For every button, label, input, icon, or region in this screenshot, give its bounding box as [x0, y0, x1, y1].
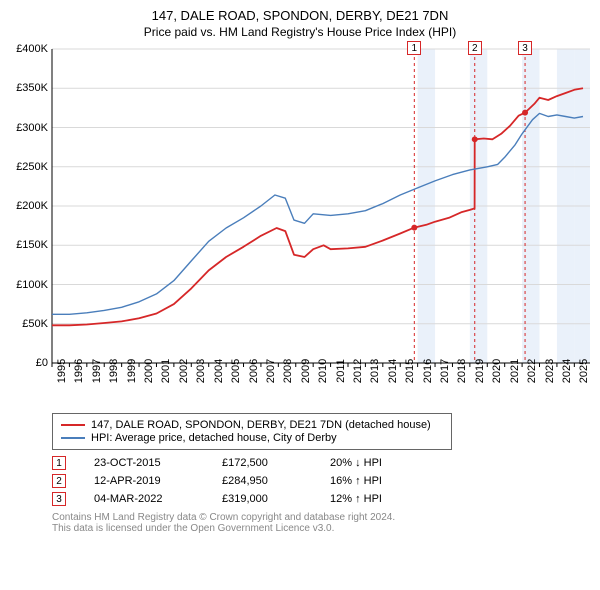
y-tick-label: £250K — [10, 161, 48, 173]
sale-price: £172,500 — [222, 457, 302, 469]
sale-row: 2 12-APR-2019 £284,950 16% ↑ HPI — [52, 474, 590, 488]
y-tick-label: £300K — [10, 122, 48, 134]
legend-label: HPI: Average price, detached house, City… — [91, 432, 337, 444]
y-tick-label: £100K — [10, 279, 48, 291]
chart-subtitle: Price paid vs. HM Land Registry's House … — [10, 25, 590, 39]
legend-item: 147, DALE ROAD, SPONDON, DERBY, DE21 7DN… — [61, 419, 443, 431]
legend-swatch — [61, 437, 85, 439]
legend-swatch — [61, 424, 85, 426]
x-tick-label: 2016 — [422, 359, 434, 383]
x-tick-label: 1997 — [91, 359, 103, 383]
x-tick-label: 2021 — [509, 359, 521, 383]
sale-delta: 16% ↑ HPI — [330, 475, 420, 487]
y-tick-label: £50K — [10, 318, 48, 330]
event-marker: 1 — [407, 41, 421, 55]
sale-delta: 12% ↑ HPI — [330, 493, 420, 505]
x-tick-label: 2010 — [317, 359, 329, 383]
y-tick-label: £150K — [10, 239, 48, 251]
event-marker: 3 — [518, 41, 532, 55]
sale-price: £319,000 — [222, 493, 302, 505]
x-tick-label: 2017 — [439, 359, 451, 383]
x-tick-label: 2005 — [230, 359, 242, 383]
x-tick-label: 2011 — [335, 359, 347, 383]
x-tick-label: 2015 — [404, 359, 416, 383]
y-tick-label: £400K — [10, 43, 48, 55]
x-tick-label: 2020 — [491, 359, 503, 383]
x-tick-label: 2002 — [178, 359, 190, 383]
sale-date: 04-MAR-2022 — [94, 493, 194, 505]
x-tick-label: 2007 — [265, 359, 277, 383]
x-tick-label: 1999 — [126, 359, 138, 383]
chart-plot: £0 £50K £100K £150K £200K £250K £300K £350K £400… — [10, 45, 590, 405]
sale-marker: 1 — [52, 456, 66, 470]
x-tick-label: 1996 — [73, 359, 85, 383]
x-tick-label: 2022 — [526, 359, 538, 383]
legend-label: 147, DALE ROAD, SPONDON, DERBY, DE21 7DN… — [91, 419, 431, 431]
sale-date: 12-APR-2019 — [94, 475, 194, 487]
sale-row: 3 04-MAR-2022 £319,000 12% ↑ HPI — [52, 492, 590, 506]
footer-line-1: Contains HM Land Registry data © Crown c… — [52, 512, 590, 523]
x-tick-label: 2019 — [474, 359, 486, 383]
y-tick-label: £200K — [10, 200, 48, 212]
sale-date: 23-OCT-2015 — [94, 457, 194, 469]
sale-marker: 3 — [52, 492, 66, 506]
footer-line-2: This data is licensed under the Open Gov… — [52, 523, 590, 534]
y-tick-label: £350K — [10, 82, 48, 94]
x-tick-label: 1995 — [56, 359, 68, 383]
sale-row: 1 23-OCT-2015 £172,500 20% ↓ HPI — [52, 456, 590, 470]
y-tick-label: £0 — [10, 357, 48, 369]
legend-item: HPI: Average price, detached house, City… — [61, 432, 443, 444]
x-tick-label: 2013 — [369, 359, 381, 383]
sale-price: £284,950 — [222, 475, 302, 487]
chart-container: 147, DALE ROAD, SPONDON, DERBY, DE21 7DN… — [0, 0, 600, 540]
footer: Contains HM Land Registry data © Crown c… — [52, 512, 590, 534]
x-tick-label: 2023 — [544, 359, 556, 383]
sale-marker: 2 — [52, 474, 66, 488]
x-tick-label: 2014 — [387, 359, 399, 383]
x-tick-label: 2003 — [195, 359, 207, 383]
x-tick-label: 2009 — [300, 359, 312, 383]
x-tick-label: 2004 — [213, 359, 225, 383]
sales-table: 1 23-OCT-2015 £172,500 20% ↓ HPI 2 12-APR-201… — [52, 456, 590, 506]
x-tick-label: 2001 — [160, 359, 172, 383]
x-tick-label: 2008 — [282, 359, 294, 383]
legend: 147, DALE ROAD, SPONDON, DERBY, DE21 7DN… — [52, 413, 452, 450]
event-marker: 2 — [468, 41, 482, 55]
x-tick-label: 2000 — [143, 359, 155, 383]
chart-title: 147, DALE ROAD, SPONDON, DERBY, DE21 7DN — [10, 8, 590, 23]
x-tick-label: 2006 — [248, 359, 260, 383]
x-tick-label: 2018 — [456, 359, 468, 383]
x-tick-label: 2012 — [352, 359, 364, 383]
x-tick-label: 2025 — [578, 359, 590, 383]
sale-delta: 20% ↓ HPI — [330, 457, 420, 469]
x-tick-label: 2024 — [561, 359, 573, 383]
x-tick-label: 1998 — [108, 359, 120, 383]
